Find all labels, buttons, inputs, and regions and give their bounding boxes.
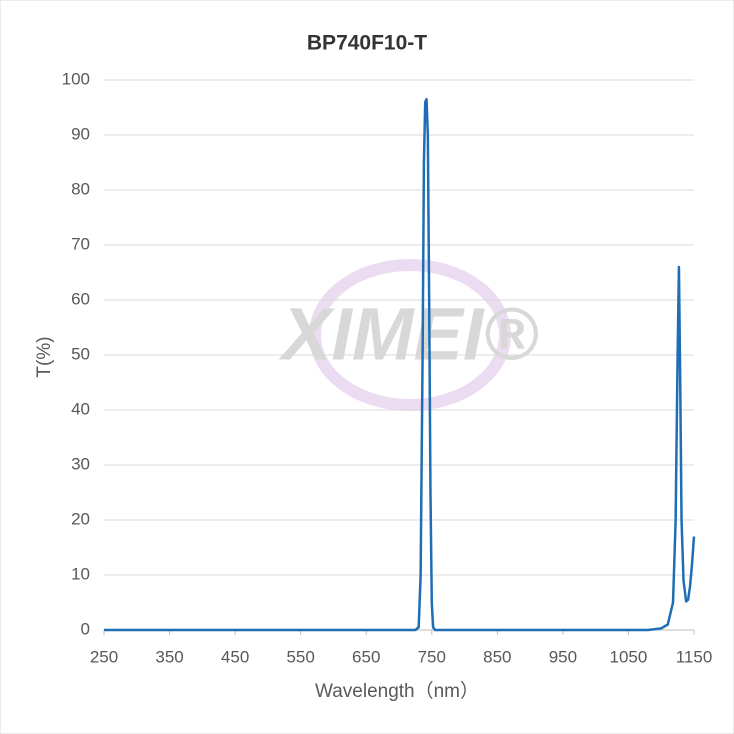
watermark: XIMEI® — [278, 293, 538, 376]
x-tick-label: 450 — [221, 647, 249, 666]
y-tick-label: 20 — [71, 509, 90, 528]
x-tick-label: 1050 — [610, 647, 648, 666]
x-tick-label: 650 — [352, 647, 380, 666]
y-tick-label: 60 — [71, 289, 90, 308]
y-tick-label: 90 — [71, 124, 90, 143]
y-tick-label: 30 — [71, 454, 90, 473]
x-tick-label: 1150 — [676, 647, 713, 666]
y-axis-label: T(%) — [34, 336, 55, 377]
watermark-ring — [309, 259, 511, 411]
x-tick-label: 550 — [286, 647, 314, 666]
y-tick-label: 40 — [71, 399, 90, 418]
y-tick-label: 10 — [71, 564, 90, 583]
y-tick-label: 100 — [62, 69, 90, 88]
x-axis-label: Wavelength（nm） — [315, 680, 479, 702]
y-tick-label: 0 — [81, 619, 90, 638]
y-tick-label: 70 — [71, 234, 90, 253]
x-tick-label: 850 — [483, 647, 511, 666]
x-tick-label: 750 — [418, 647, 446, 666]
x-tick-label: 350 — [155, 647, 183, 666]
chart-title: BP740F10-T — [307, 32, 427, 55]
x-tick-label: 250 — [90, 647, 118, 666]
y-tick-label: 50 — [71, 344, 90, 363]
x-tick-label: 950 — [549, 647, 577, 666]
series-line — [104, 98, 696, 632]
y-tick-label: 80 — [71, 179, 90, 198]
